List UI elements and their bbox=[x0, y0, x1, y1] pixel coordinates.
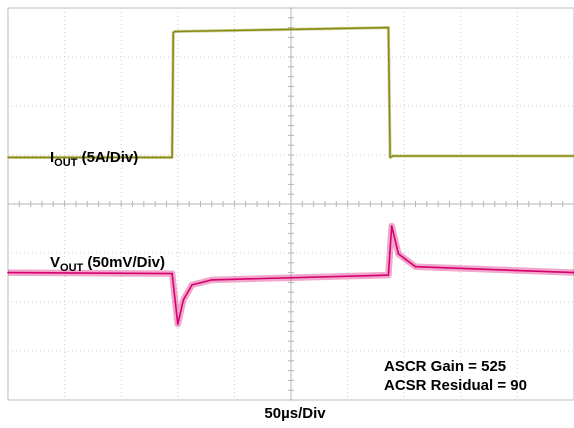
trace-point-vout bbox=[414, 265, 417, 268]
x-axis-label: 50µs/Div bbox=[264, 405, 326, 422]
chart-grid bbox=[7, 7, 574, 401]
trace-point-vout bbox=[211, 279, 213, 281]
trace-point-vout bbox=[387, 274, 390, 276]
trace-point-vout bbox=[182, 298, 185, 301]
trace-point-iout bbox=[392, 155, 394, 157]
trace-point-iout bbox=[171, 156, 173, 159]
trace-point-vout bbox=[390, 225, 393, 227]
trace-point-vout bbox=[171, 272, 173, 275]
chart-traces bbox=[7, 26, 574, 328]
ascr-gain-annotation: ASCR Gain = 525 bbox=[384, 358, 506, 375]
vout-label: VOUT (50mV/Div) bbox=[50, 254, 165, 274]
trace-point-iout bbox=[389, 156, 391, 159]
trace-point-iout bbox=[387, 26, 390, 29]
trace-point-vout bbox=[191, 284, 193, 286]
acsr-residual-annotation: ACSR Residual = 90 bbox=[384, 377, 527, 394]
trace-point-iout bbox=[7, 156, 9, 159]
trace-point-iout bbox=[172, 31, 175, 34]
trace-point-vout bbox=[177, 323, 179, 325]
iout-label: IOUT (5A/Div) bbox=[50, 149, 138, 169]
trace-point-iout bbox=[174, 30, 176, 33]
trace-point-vout bbox=[397, 253, 400, 255]
trace-point-vout bbox=[7, 271, 9, 274]
